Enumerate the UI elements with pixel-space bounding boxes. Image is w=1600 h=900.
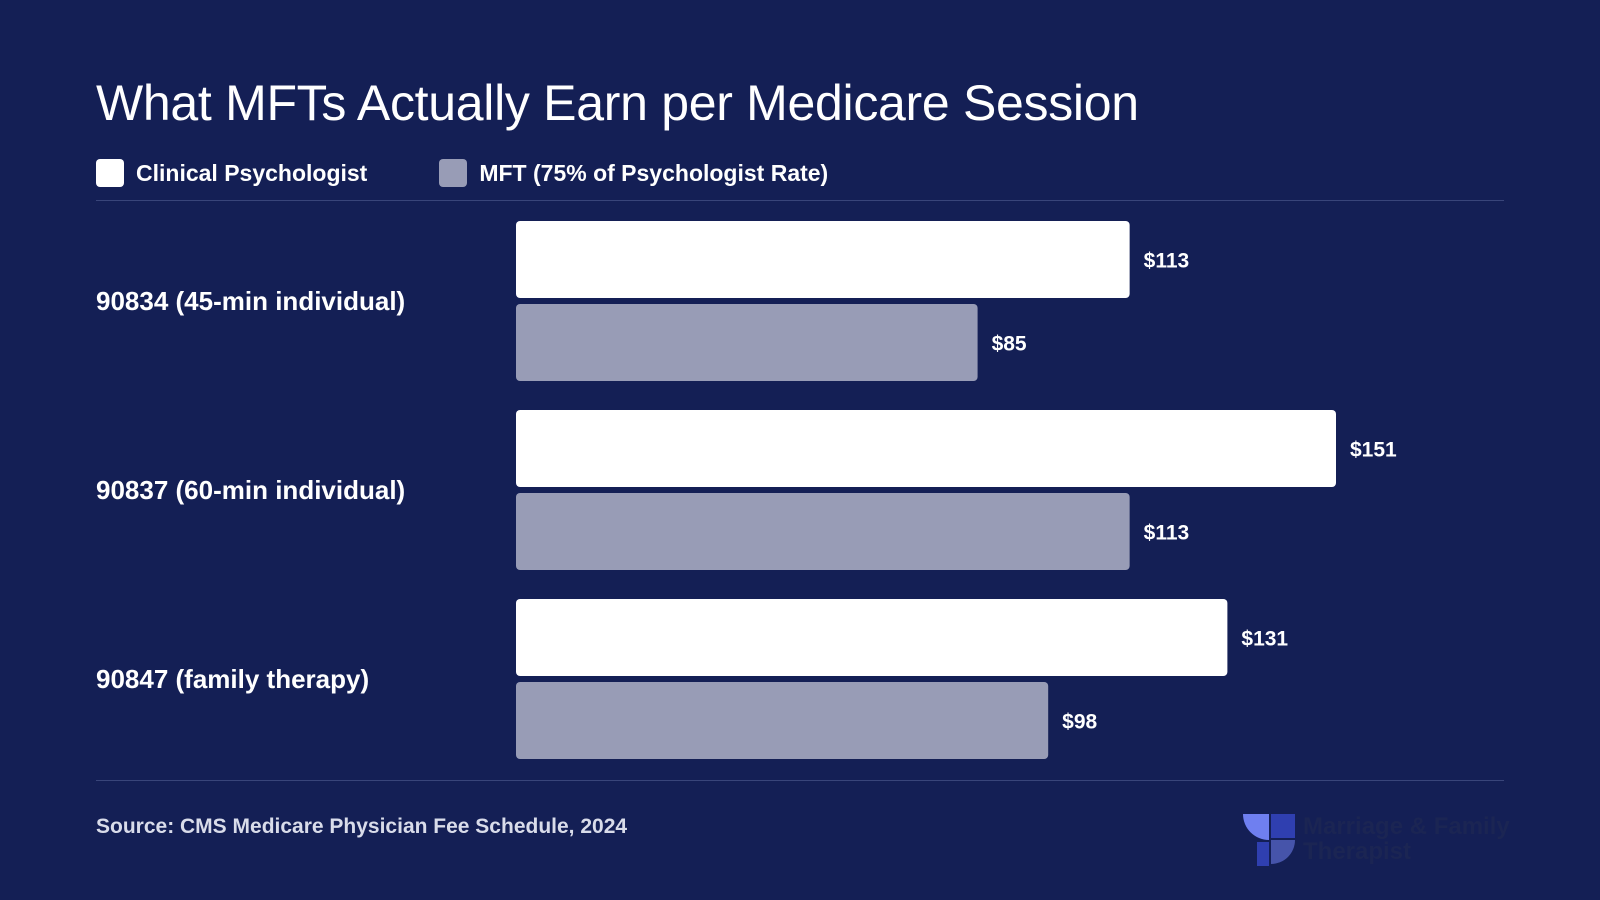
legend-label-psychologist: Clinical Psychologist [136, 159, 368, 186]
chart-title: What MFTs Actually Earn per Medicare Ses… [96, 75, 1139, 131]
legend-swatch-psychologist [96, 159, 124, 187]
chart-legend: Clinical Psychologist MFT (75% of Psycho… [96, 159, 900, 187]
category-label: 90834 (45-min individual) [96, 286, 405, 316]
value-label: $151 [1350, 439, 1397, 462]
logo-mark-icon [1243, 814, 1295, 866]
bar-psychologist [516, 410, 1336, 487]
bar-psychologist [516, 221, 1130, 298]
bar-mft [516, 304, 978, 381]
legend-label-mft: MFT (75% of Psychologist Rate) [479, 159, 829, 186]
bar-psychologist [516, 599, 1228, 676]
bar-mft [516, 682, 1049, 759]
brand-logo: Marriage & Family Therapist [1243, 814, 1523, 866]
value-label: $131 [1241, 628, 1288, 651]
value-label: $85 [992, 333, 1027, 356]
legend-item-psychologist: Clinical Psychologist [96, 159, 367, 187]
top-divider [96, 200, 1504, 201]
category-label: 90847 (family therapy) [96, 664, 369, 694]
value-label: $113 [1144, 250, 1190, 273]
value-label: $113 [1144, 522, 1190, 545]
logo-text: Marriage & Family Therapist [1303, 813, 1510, 865]
bottom-divider [96, 780, 1504, 781]
category-label: 90837 (60-min individual) [96, 475, 405, 505]
bar-mft [516, 493, 1130, 570]
legend-item-mft: MFT (75% of Psychologist Rate) [439, 159, 828, 187]
value-label: $98 [1062, 711, 1097, 734]
legend-swatch-mft [439, 159, 468, 187]
source-note: Source: CMS Medicare Physician Fee Sched… [96, 815, 628, 838]
